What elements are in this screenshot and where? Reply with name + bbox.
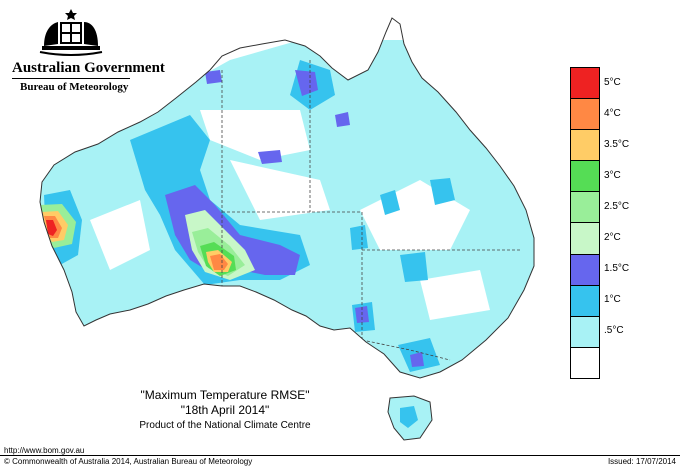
legend-label: 3.5°C (604, 138, 630, 150)
state-borders (221, 60, 520, 361)
legend-label: 4°C (604, 107, 621, 119)
band-1-area-east (350, 178, 455, 282)
legend-label: 2°C (604, 231, 621, 243)
legend-colorbar (570, 67, 600, 379)
legend-swatch (571, 161, 599, 193)
band-15-area-north (205, 70, 350, 127)
map-title: "Maximum Temperature RMSE" (140, 388, 310, 402)
map-date: "18th April 2014" (180, 403, 270, 417)
issued-date: Issued: 17/07/2014 (607, 457, 676, 466)
legend-label: 3°C (604, 169, 621, 181)
legend-swatch (571, 130, 599, 162)
tasmania (387, 395, 433, 441)
map-credit: Product of the National Climate Centre (139, 420, 311, 431)
legend-swatch (571, 223, 599, 255)
legend-label: 1.5°C (604, 262, 630, 274)
band-west-hotspot-5 (46, 220, 57, 236)
copyright-text: © Commonwealth of Australia 2014, Austra… (4, 457, 253, 466)
legend-label: 1°C (604, 293, 621, 305)
legend-swatch (571, 347, 599, 378)
australia-coastline (39, 17, 535, 379)
government-title: Australian Government (12, 60, 165, 76)
legend-swatch (571, 254, 599, 286)
coat-of-arms-icon (39, 9, 103, 56)
legend-label: 2.5°C (604, 200, 630, 212)
legend-swatch (571, 99, 599, 131)
legend-label: 5°C (604, 76, 621, 88)
legend-swatch (571, 68, 599, 100)
footer-divider (0, 455, 680, 456)
bom-url[interactable]: http://www.bom.gov.au (4, 446, 85, 455)
legend-label: .5°C (604, 324, 624, 336)
legend-swatch (571, 316, 599, 348)
bureau-title: Bureau of Meteorology (20, 81, 129, 93)
legend-swatch (571, 285, 599, 317)
band-4-area (210, 254, 228, 270)
legend-swatch (571, 192, 599, 224)
map-title-block: "Maximum Temperature RMSE" "18th April 2… (110, 388, 340, 433)
header-divider (12, 78, 130, 79)
